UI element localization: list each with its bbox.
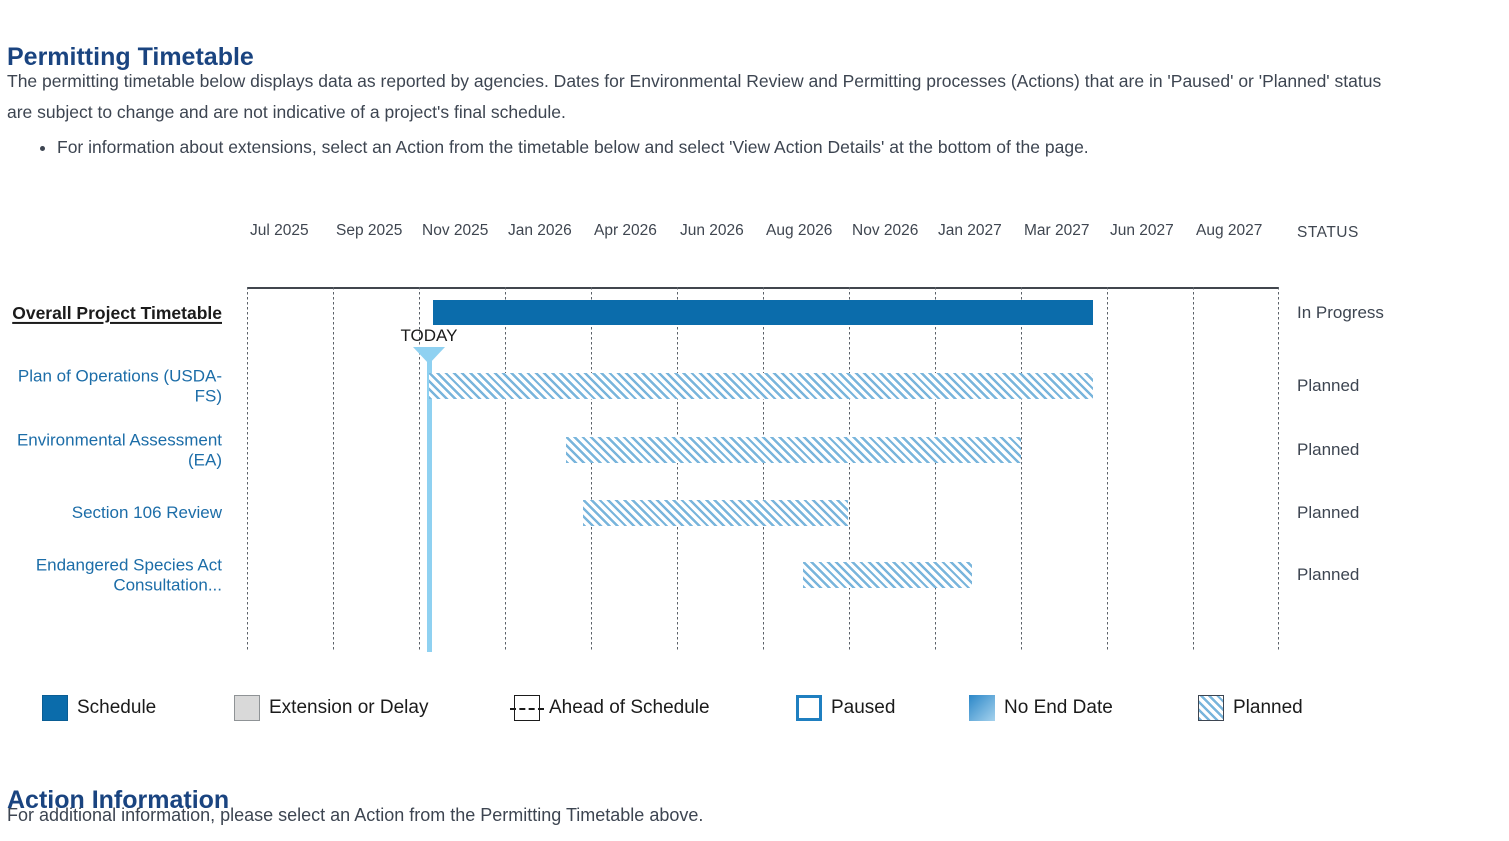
ahead-swatch-icon (510, 695, 544, 721)
noenddate-swatch-icon (969, 695, 995, 721)
gantt-bar-planned[interactable] (565, 437, 1021, 463)
legend-item-schedule: Schedule (42, 695, 156, 721)
status-value: Planned (1297, 376, 1360, 395)
legend-item-planned: Planned (1198, 695, 1303, 721)
today-marker-icon (412, 347, 445, 364)
legend-item-extension: Extension or Delay (234, 695, 428, 721)
gantt-bar-schedule[interactable] (432, 300, 1094, 325)
action-information-text: For additional information, please selec… (7, 805, 704, 825)
legend-item-ahead: Ahead of Schedule (510, 695, 710, 721)
planned-swatch-icon (1198, 695, 1224, 721)
row-label-action-link[interactable]: Section 106 Review (71, 503, 222, 523)
row-label-overall: Overall Project Timetable (12, 302, 222, 323)
axis-tick-label: Jun 2026 (680, 222, 744, 239)
gridline (419, 287, 420, 652)
axis-tick-label: Mar 2027 (1024, 222, 1090, 239)
legend-label: Paused (831, 697, 896, 718)
today-line (426, 352, 432, 652)
gridline (1278, 287, 1279, 652)
status-value: Planned (1297, 503, 1360, 522)
status-value: In Progress (1297, 303, 1384, 322)
axis-tick-label: Jan 2027 (938, 222, 1002, 239)
gridline (677, 287, 678, 652)
gridline (763, 287, 764, 652)
axis-tick-label: Aug 2026 (766, 222, 833, 239)
gridline (1021, 287, 1022, 652)
schedule-swatch-icon (42, 695, 68, 721)
legend-label: Extension or Delay (269, 697, 429, 718)
gantt-bar-planned[interactable] (428, 373, 1094, 399)
axis-tick-label: Jun 2027 (1110, 222, 1174, 239)
gridline (591, 287, 592, 652)
info-bullet-item: For information about extensions, select… (57, 132, 1089, 162)
extension-swatch-icon (234, 695, 260, 721)
gridline (1193, 287, 1194, 652)
axis-tick-label: Nov 2026 (852, 222, 919, 239)
paused-swatch-icon (796, 695, 822, 721)
info-bullet-list: For information about extensions, select… (33, 132, 1089, 162)
legend-label: No End Date (1004, 697, 1113, 718)
today-label: TODAY (400, 326, 458, 345)
legend-item-noenddate: No End Date (969, 695, 1113, 721)
gridline (849, 287, 850, 652)
legend-label: Planned (1233, 697, 1303, 718)
gridline (935, 287, 936, 652)
axis-tick-label: Jul 2025 (250, 222, 309, 239)
status-value: Planned (1297, 440, 1360, 459)
axis-tick-label: Aug 2027 (1196, 222, 1263, 239)
row-label-action-link[interactable]: Plan of Operations (USDA-FS) (17, 366, 222, 405)
gridline (1107, 287, 1108, 652)
axis-tick-label: Nov 2025 (422, 222, 489, 239)
intro-text: The permitting timetable below displays … (7, 71, 1382, 122)
gridline (333, 287, 334, 652)
row-label-action-link[interactable]: Environmental Assessment (EA) (16, 430, 222, 469)
plot-top-border (247, 287, 1278, 289)
gridline (505, 287, 506, 652)
gridline (247, 287, 248, 652)
axis-tick-label: Apr 2026 (594, 222, 657, 239)
legend-label: Ahead of Schedule (549, 697, 710, 718)
row-label-action-link[interactable]: Endangered Species Act Consultation... (35, 555, 222, 594)
axis-tick-label: Jan 2026 (508, 222, 572, 239)
gantt-bar-planned[interactable] (803, 562, 972, 588)
axis-tick-label: Sep 2025 (336, 222, 403, 239)
legend-item-paused: Paused (796, 695, 895, 721)
status-value: Planned (1297, 565, 1360, 584)
page-title: Permitting Timetable (7, 42, 254, 71)
legend-label: Schedule (77, 697, 157, 718)
action-information-title: Action Information (7, 785, 230, 814)
status-column-header: STATUS (1297, 224, 1359, 241)
gantt-bar-planned[interactable] (583, 500, 848, 526)
permitting-timetable-chart: STATUS Jul 2025 Sep 2025 Nov 2025 Jan 2026 A… (12, 222, 1384, 652)
